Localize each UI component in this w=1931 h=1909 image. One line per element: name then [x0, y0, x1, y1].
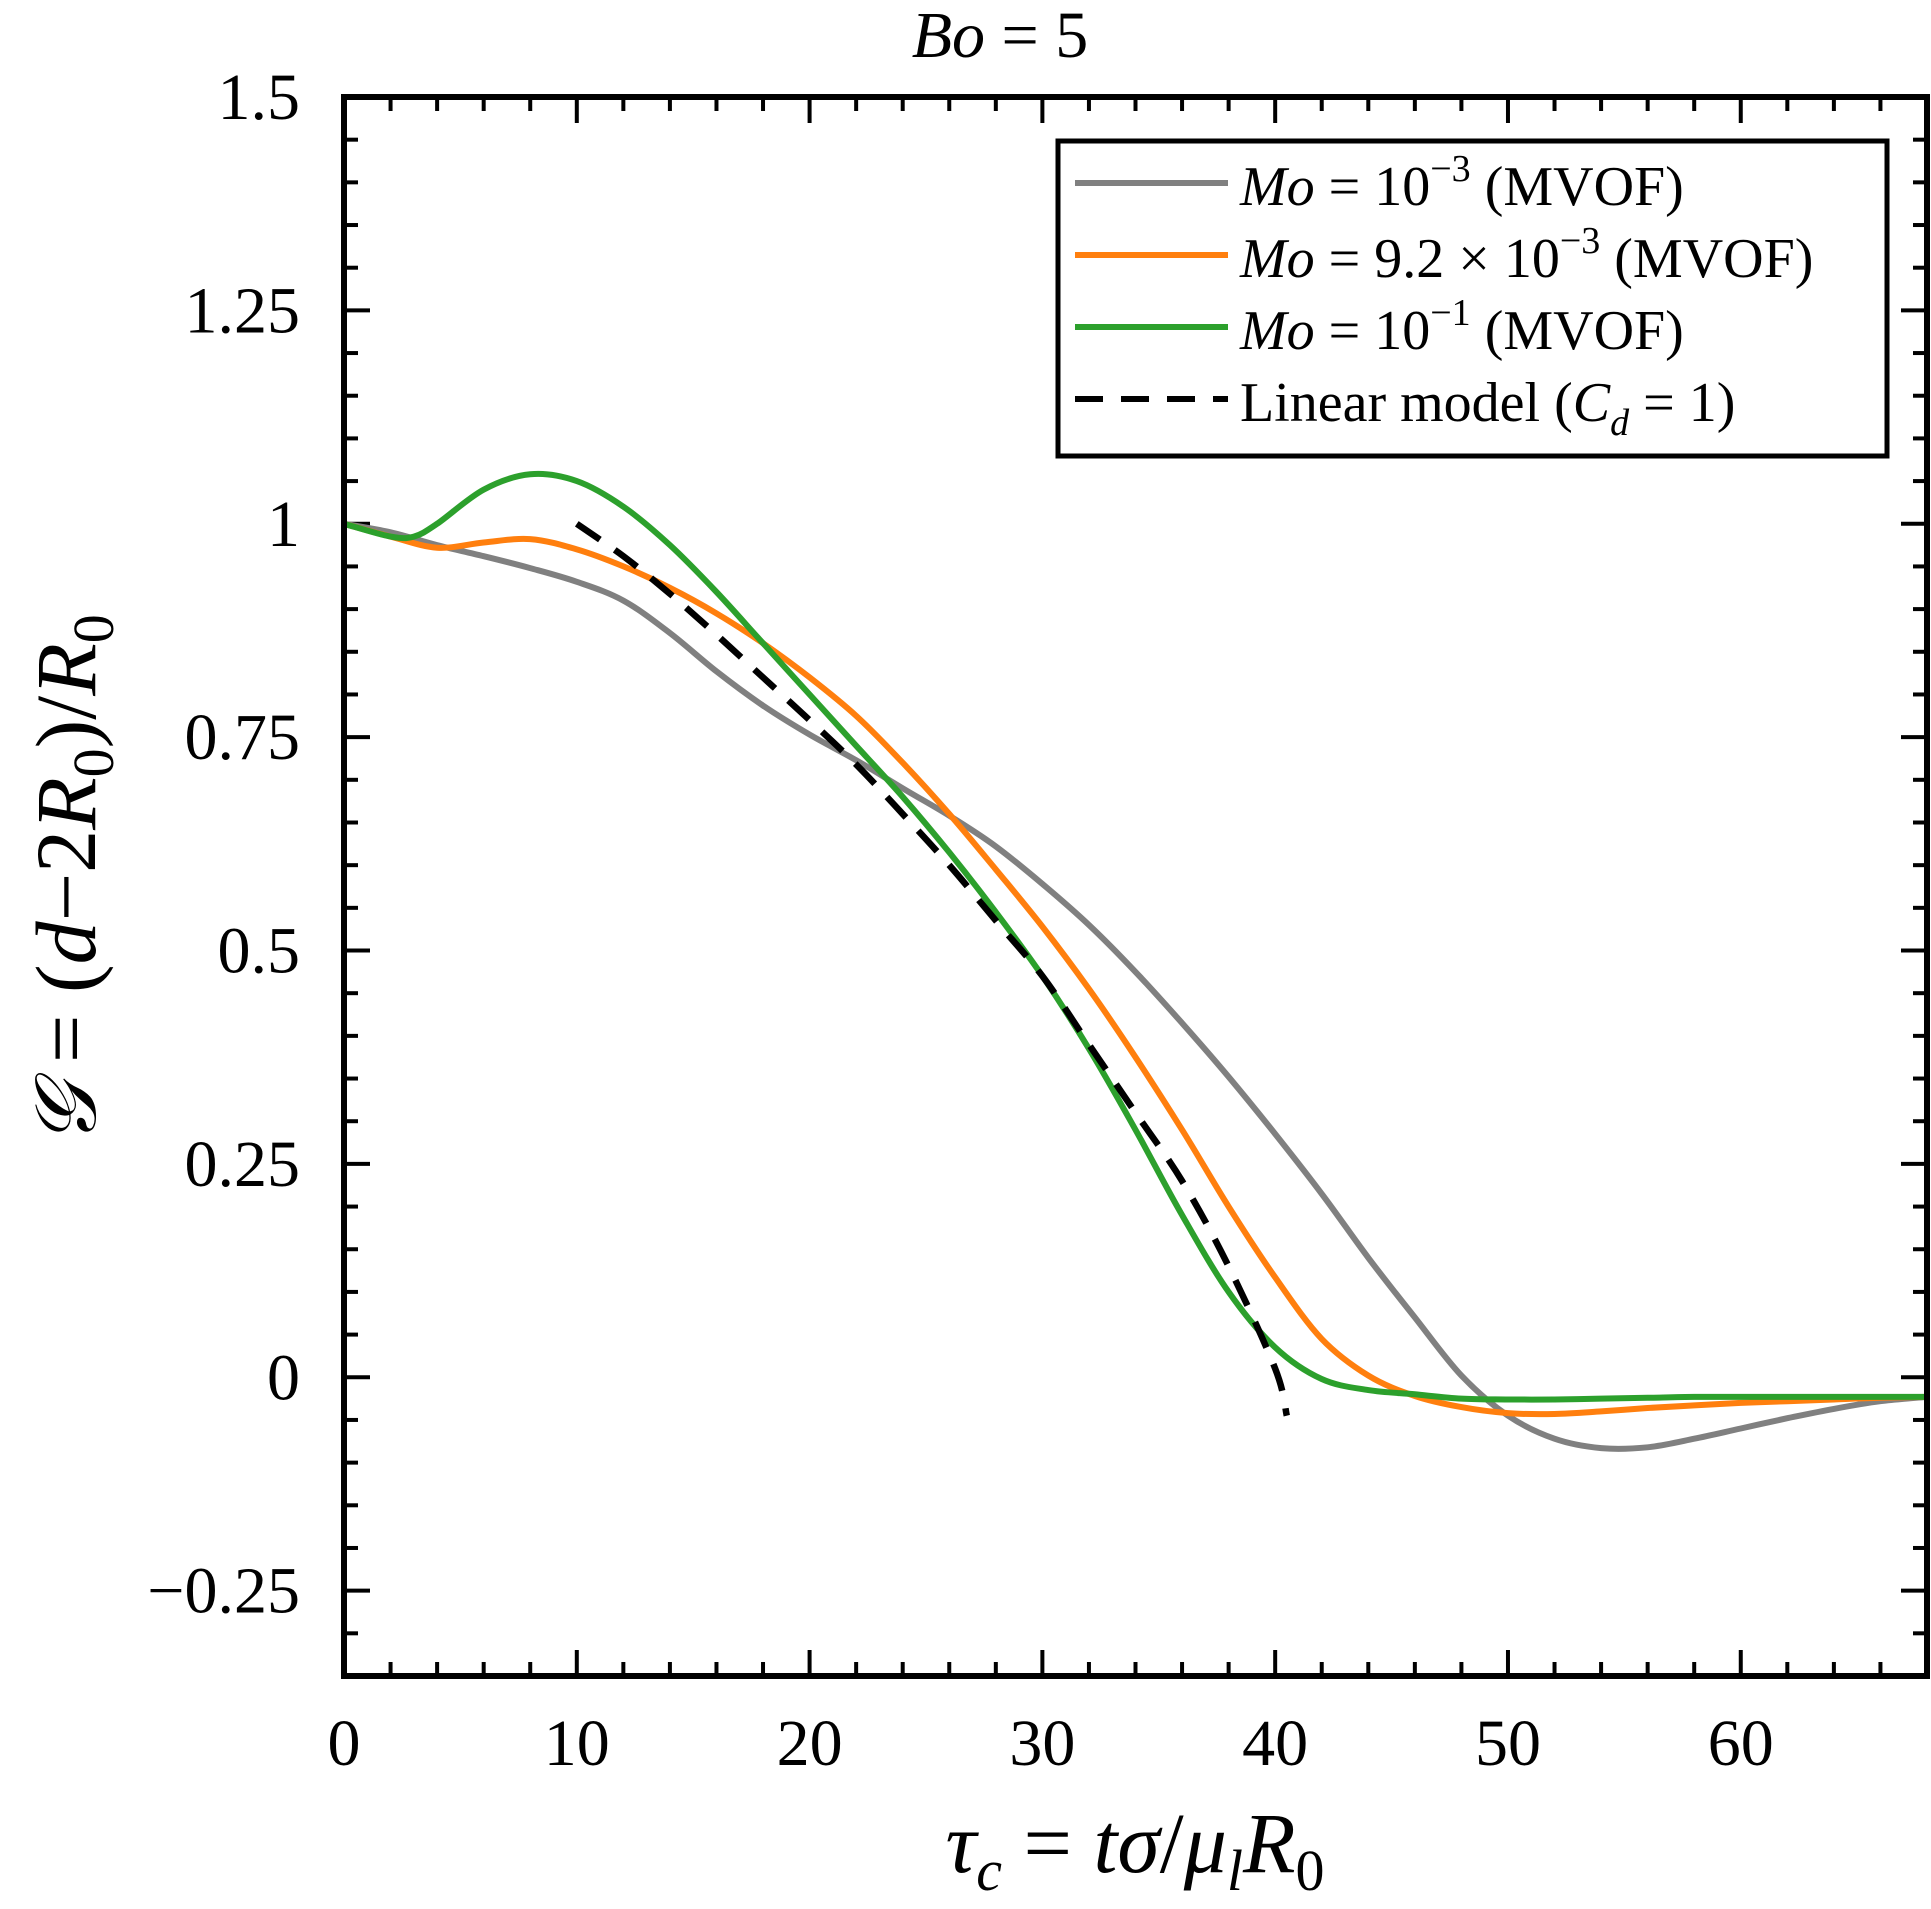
series-mo-1e-3 — [343, 520, 1928, 1452]
y-tick-label: 0 — [267, 1341, 300, 1414]
y-tick-label: 0.75 — [185, 701, 301, 774]
series-mo-1e-1 — [343, 470, 1927, 1403]
legend-box — [1055, 138, 1890, 459]
title-value: = 5 — [985, 0, 1088, 72]
x-tick-label: 40 — [1242, 1707, 1308, 1780]
y-tick-label: −0.25 — [147, 1555, 300, 1628]
x-tick-label: 20 — [777, 1707, 843, 1780]
svg-text:𝒢 = (d−2R0)/R0: 𝒢 = (d−2R0)/R0 — [18, 614, 126, 1146]
y-tick-label: 0.5 — [218, 915, 301, 988]
legend-swatches — [1075, 180, 1228, 402]
x-axis-title: τc = tσ/μlR0 — [945, 1795, 1324, 1903]
plot-frame — [341, 94, 1930, 1679]
y-tick-label: 1.5 — [218, 61, 301, 134]
series-linear-model — [574, 521, 1290, 1417]
series-group — [343, 470, 1928, 1452]
legend-label-linear-model: Linear model (Cd = 1) — [1240, 372, 1735, 444]
svg-text:τc = tσ/μlR0: τc = tσ/μlR0 — [945, 1795, 1324, 1903]
y-axis-title: 𝒢 = (d−2R0)/R0 — [18, 614, 126, 1146]
x-tick-label: 0 — [328, 1707, 361, 1780]
x-tick-label: 30 — [1009, 1707, 1075, 1780]
legend: Mo = 10−3 (MVOF) Mo = 9.2 × 10−3 (MVOF) … — [1055, 138, 1890, 459]
y-tick-label: 1 — [267, 488, 300, 561]
axis-tick-labels: 0 10 20 30 40 50 60 1.5 1.25 1 0.75 0.5 0.25 0 −0.25 — [147, 61, 1773, 1780]
x-tick-label: 60 — [1708, 1707, 1774, 1780]
legend-label-mo-1e-1: Mo = 10−1 (MVOF) — [1239, 292, 1684, 362]
x-tick-label: 50 — [1475, 1707, 1541, 1780]
x-tick-label: 10 — [544, 1707, 610, 1780]
legend-label-mo-1e-3: Mo = 10−3 (MVOF) — [1239, 148, 1684, 218]
series-mo-9p2e-3 — [343, 520, 1928, 1418]
y-tick-label: 1.25 — [185, 274, 301, 347]
svg-text:Bo = 5: Bo = 5 — [912, 0, 1089, 72]
chart-title: Bo = 5 — [912, 0, 1089, 72]
legend-label-mo-9p2e-3: Mo = 9.2 × 10−3 (MVOF) — [1239, 220, 1813, 290]
y-tick-label: 0.25 — [185, 1128, 301, 1201]
title-bo: Bo — [912, 0, 985, 72]
